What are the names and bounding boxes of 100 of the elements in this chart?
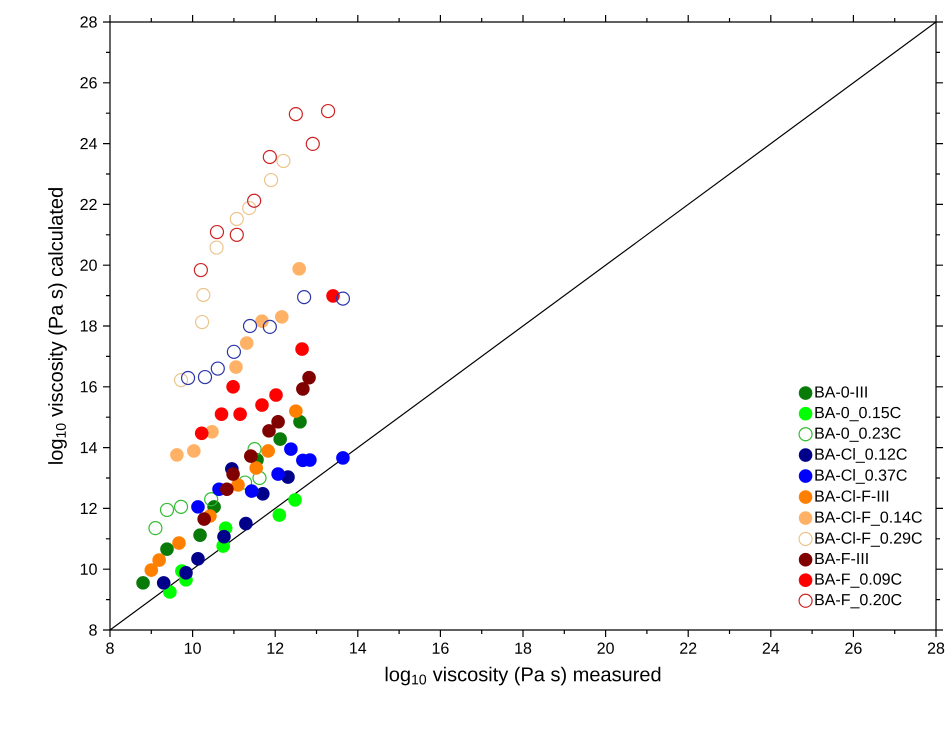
x-tick-label: 12 bbox=[268, 642, 284, 654]
point bbox=[247, 194, 262, 208]
y-tick-label: 22 bbox=[80, 198, 97, 210]
legend-label: BA-F-III bbox=[815, 553, 868, 564]
y-axis-title: log$_{10}$ viscosity (Pa s) calculated bbox=[48, 188, 67, 464]
point bbox=[256, 487, 270, 501]
point bbox=[242, 318, 258, 334]
point bbox=[187, 444, 201, 458]
point bbox=[230, 212, 244, 226]
point bbox=[210, 361, 225, 376]
x-tick-label: 22 bbox=[680, 642, 696, 654]
point bbox=[320, 104, 336, 118]
point bbox=[220, 482, 234, 496]
y-tick-label: 16 bbox=[80, 381, 97, 392]
point bbox=[326, 289, 340, 303]
point bbox=[255, 398, 269, 412]
point bbox=[231, 478, 245, 492]
point bbox=[163, 585, 177, 599]
point bbox=[244, 449, 258, 463]
point bbox=[195, 314, 210, 330]
x-tick-label: 8 bbox=[106, 642, 114, 654]
point bbox=[210, 224, 224, 240]
point bbox=[233, 407, 247, 421]
point bbox=[271, 414, 285, 429]
point bbox=[148, 521, 163, 536]
point bbox=[160, 542, 174, 556]
point bbox=[255, 314, 269, 328]
point bbox=[269, 388, 283, 402]
point bbox=[197, 512, 211, 526]
x-tick-label: 10 bbox=[184, 642, 201, 654]
x-tick-label: 20 bbox=[598, 642, 614, 654]
point bbox=[198, 370, 212, 384]
point bbox=[136, 576, 150, 590]
point bbox=[261, 444, 275, 458]
point bbox=[276, 154, 291, 168]
legend-label: BA-0-III bbox=[815, 386, 867, 398]
point bbox=[194, 426, 208, 440]
point bbox=[156, 576, 170, 590]
point bbox=[196, 288, 210, 302]
point bbox=[288, 107, 303, 122]
point bbox=[152, 553, 166, 567]
legend-label: BA-Cl_0.12C bbox=[815, 448, 907, 463]
point bbox=[217, 530, 231, 544]
legend-label: BA-0_0.15C bbox=[815, 406, 901, 422]
point bbox=[275, 310, 289, 324]
point bbox=[284, 442, 298, 456]
point bbox=[272, 508, 286, 522]
point bbox=[144, 563, 158, 577]
point bbox=[336, 451, 350, 465]
point bbox=[296, 382, 310, 396]
point bbox=[180, 370, 196, 386]
point bbox=[306, 136, 320, 151]
x-tick-label: 14 bbox=[350, 642, 366, 654]
point bbox=[302, 370, 316, 384]
x-axis-title: log$_{10}$ viscosity (Pa s) measured bbox=[386, 666, 660, 686]
y-tick-label: 20 bbox=[80, 260, 97, 271]
x-tick-label: 24 bbox=[762, 642, 780, 654]
legend-label: BA-Cl-F-III bbox=[815, 490, 888, 502]
point bbox=[170, 448, 184, 462]
point bbox=[293, 414, 307, 429]
point bbox=[193, 528, 207, 542]
point bbox=[295, 342, 309, 356]
point bbox=[336, 292, 350, 306]
point bbox=[240, 336, 254, 350]
point bbox=[273, 432, 287, 446]
point bbox=[271, 467, 285, 481]
point bbox=[179, 566, 193, 580]
point bbox=[242, 200, 256, 216]
point bbox=[288, 493, 302, 507]
legend-label: BA-Cl-F_0.14C bbox=[815, 511, 922, 526]
y-tick-label: 12 bbox=[80, 502, 97, 514]
point bbox=[194, 262, 208, 278]
legend-label: BA-F_0.20C bbox=[815, 594, 902, 608]
point bbox=[204, 492, 218, 506]
point bbox=[226, 380, 240, 394]
y-tick-label: 26 bbox=[80, 77, 97, 88]
point bbox=[209, 240, 224, 255]
point bbox=[191, 500, 205, 514]
legend-label: BA-0_0.23C bbox=[815, 427, 901, 442]
point bbox=[239, 516, 253, 530]
legend-label: BA-Cl_0.37C bbox=[815, 469, 907, 484]
point bbox=[214, 407, 228, 421]
x-tick-label: 16 bbox=[432, 642, 449, 654]
point bbox=[174, 500, 188, 514]
point bbox=[262, 424, 276, 438]
point bbox=[292, 262, 306, 276]
point bbox=[230, 228, 244, 242]
point bbox=[244, 484, 258, 498]
point bbox=[172, 536, 186, 550]
point bbox=[289, 404, 303, 418]
y-tick-label: 14 bbox=[80, 442, 97, 454]
point bbox=[249, 461, 264, 475]
y-tick-label: 8 bbox=[89, 624, 97, 636]
point bbox=[264, 172, 278, 188]
point bbox=[191, 552, 205, 566]
point bbox=[262, 320, 277, 334]
point bbox=[160, 502, 174, 518]
legend-label: BA-Cl-F_0.29C bbox=[815, 532, 922, 547]
point bbox=[262, 150, 277, 164]
x-tick-label: 18 bbox=[515, 642, 532, 654]
